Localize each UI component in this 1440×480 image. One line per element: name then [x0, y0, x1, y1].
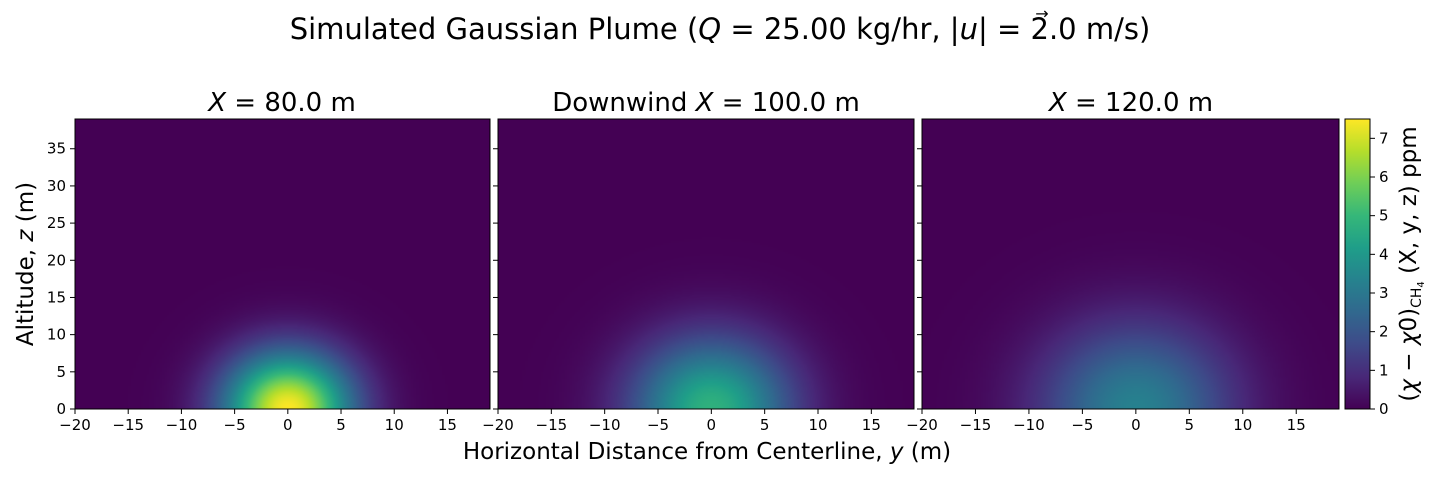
- y-axis-label: Altitude, z (m): [13, 182, 39, 346]
- panel-title: X = 80.0 m: [206, 88, 356, 118]
- heatmap-image: [75, 119, 490, 409]
- velocity-vector-arrow: →: [1035, 4, 1048, 23]
- y-tick-label: 25: [47, 214, 66, 232]
- panel-x120: X = 120.0 m −20 −15 −10 −5 0 5 10 15: [906, 88, 1340, 434]
- x-tick-label: −10: [166, 416, 198, 434]
- panel-x80: X = 80.0 m −20 −15 −10 −5 0 5 10 15 0 5 10 15 20 25 3…: [47, 88, 491, 434]
- x-tick-label: 15: [1287, 416, 1306, 434]
- x-tick-label: −20: [906, 416, 938, 434]
- y-tick-label: 20: [47, 251, 66, 269]
- x-axis-ticks: −20 −15 −10 −5 0 5 10 15: [59, 409, 457, 434]
- x-tick-label: −20: [482, 416, 514, 434]
- x-tick-label: 5: [336, 416, 346, 434]
- colorbar-tick-label: 0: [1379, 400, 1389, 418]
- y-tick-label: 15: [47, 288, 66, 306]
- y-axis-ticks: [493, 148, 498, 410]
- x-tick-label: −15: [536, 416, 568, 434]
- colorbar-gradient: [1344, 118, 1371, 410]
- colorbar-tick-label: 1: [1379, 361, 1389, 379]
- x-axis-label: Horizontal Distance from Centerline, y (…: [463, 439, 951, 465]
- x-axis-ticks: −20 −15 −10 −5 0 5 10 15: [482, 409, 881, 434]
- x-tick-label: 0: [707, 416, 717, 434]
- plot-frame: [921, 118, 1340, 410]
- x-tick-label: 0: [283, 416, 293, 434]
- plot-frame: [74, 118, 491, 410]
- colorbar-ticks: 0 1 2 3 4 5 6 7: [1370, 129, 1389, 418]
- x-tick-label: −20: [59, 416, 91, 434]
- x-axis-ticks: −20 −15 −10 −5 0 5 10 15: [906, 409, 1306, 434]
- colorbar-tick-label: 4: [1379, 245, 1389, 263]
- y-axis-ticks: [917, 148, 922, 410]
- colorbar-tick-label: 3: [1379, 284, 1389, 302]
- heatmap-image: [922, 119, 1339, 409]
- panel-title: Downwind X = 100.0 m: [552, 88, 860, 118]
- x-tick-label: 0: [1131, 416, 1141, 434]
- colorbar-tick-label: 7: [1379, 129, 1389, 147]
- x-tick-label: 5: [760, 416, 770, 434]
- x-tick-label: −5: [224, 416, 246, 434]
- x-tick-label: 10: [385, 416, 404, 434]
- x-tick-label: 15: [862, 416, 881, 434]
- x-tick-label: 10: [808, 416, 827, 434]
- colorbar-tick-label: 2: [1379, 323, 1389, 341]
- x-tick-label: 5: [1185, 416, 1195, 434]
- colorbar-tick-label: 6: [1379, 168, 1389, 186]
- x-tick-label: 15: [438, 416, 457, 434]
- x-tick-label: −10: [1013, 416, 1045, 434]
- panel-x100: Downwind X = 100.0 m −20 −15 −10 −5 0 5 10 15: [482, 88, 915, 434]
- panel-title: X = 120.0 m: [1047, 88, 1213, 118]
- colorbar: 0 1 2 3 4 5 6 7 (χ − χ0)CH4 (X, y, z) ppm: [1344, 118, 1427, 418]
- y-axis-ticks: 0 5 10 15 20 25 30 35: [47, 140, 75, 418]
- x-tick-label: 10: [1233, 416, 1252, 434]
- y-tick-label: 10: [47, 326, 66, 344]
- plot-frame: [497, 118, 915, 410]
- x-tick-label: −15: [112, 416, 144, 434]
- x-tick-label: −15: [960, 416, 992, 434]
- y-tick-label: 35: [47, 140, 66, 158]
- y-tick-label: 0: [56, 400, 66, 418]
- heatmap-image: [498, 119, 914, 409]
- colorbar-tick-label: 5: [1379, 207, 1389, 225]
- x-tick-label: −10: [589, 416, 621, 434]
- y-tick-label: 30: [47, 177, 66, 195]
- colorbar-label: (χ − χ0)CH4 (X, y, z) ppm: [1396, 126, 1427, 401]
- chart-title: Simulated Gaussian Plume (Q = 25.00 kg/h…: [290, 12, 1151, 46]
- x-tick-label: −5: [647, 416, 669, 434]
- x-tick-label: −5: [1071, 416, 1093, 434]
- y-tick-label: 5: [56, 363, 66, 381]
